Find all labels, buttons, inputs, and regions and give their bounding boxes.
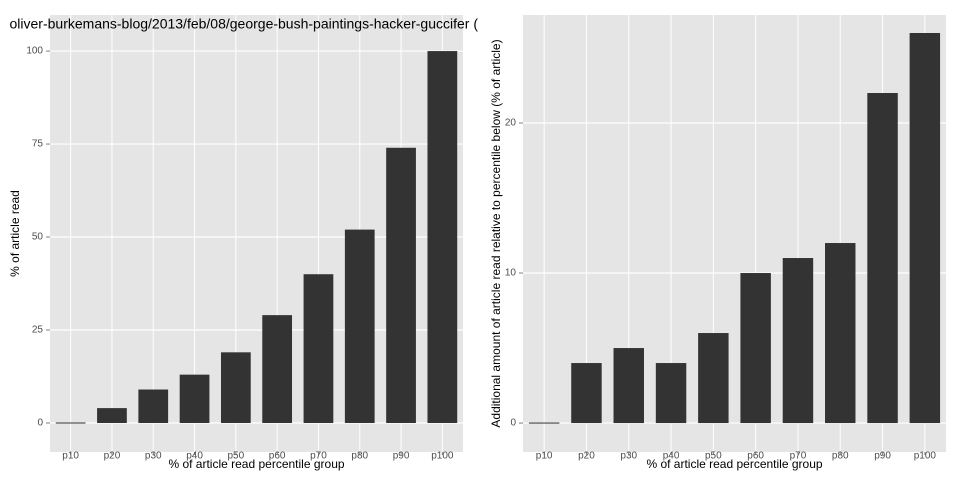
bar xyxy=(740,273,771,424)
bar xyxy=(344,229,375,423)
x-axis-title: % of article read percentile group xyxy=(168,457,344,471)
chart-title: oliver-burkemans-blog/2013/feb/08/george… xyxy=(10,16,479,32)
bar xyxy=(55,422,86,424)
bar xyxy=(528,422,560,424)
y-tick-label: 20 xyxy=(505,118,517,129)
bar xyxy=(571,363,602,424)
y-tick-label: 0 xyxy=(510,418,516,429)
x-tick-label: p70 xyxy=(310,451,327,462)
x-tick-label: p20 xyxy=(104,451,121,462)
bar xyxy=(613,348,644,424)
x-tick-label: p20 xyxy=(578,451,595,462)
x-tick-label: p30 xyxy=(145,451,162,462)
x-tick-label: p30 xyxy=(620,451,637,462)
y-axis-title: % of article read xyxy=(8,190,22,277)
bar xyxy=(303,274,334,423)
bar xyxy=(427,51,458,423)
bar xyxy=(138,389,169,423)
bar xyxy=(909,33,941,424)
y-tick-label: 75 xyxy=(32,139,44,150)
x-tick-label: p60 xyxy=(269,451,286,462)
y-tick-label: 100 xyxy=(26,46,43,57)
bar xyxy=(867,93,898,424)
x-tick-label: p40 xyxy=(663,451,680,462)
bar xyxy=(220,352,251,423)
x-tick-label: p40 xyxy=(186,451,203,462)
x-tick-label: p10 xyxy=(536,451,553,462)
y-tick-label: 25 xyxy=(32,325,44,336)
x-tick-label: p90 xyxy=(874,451,891,462)
bar xyxy=(655,363,687,424)
x-tick-label: p70 xyxy=(790,451,807,462)
x-tick-label: p90 xyxy=(393,451,410,462)
x-tick-label: p10 xyxy=(62,451,79,462)
bar xyxy=(698,333,729,424)
bar xyxy=(97,408,127,423)
y-tick-label: 0 xyxy=(37,418,43,429)
x-tick-label: p50 xyxy=(228,451,245,462)
x-tick-label: p100 xyxy=(431,451,454,462)
bar xyxy=(825,243,856,424)
x-tick-label: p50 xyxy=(705,451,722,462)
x-tick-label: p60 xyxy=(747,451,764,462)
y-axis-title: Additional amount of article read relati… xyxy=(489,39,503,427)
y-tick-label: 10 xyxy=(505,268,517,279)
bar xyxy=(262,315,293,423)
bar xyxy=(179,374,210,423)
bar xyxy=(782,258,814,424)
x-tick-label: p80 xyxy=(351,451,368,462)
bar xyxy=(386,147,416,423)
x-tick-label: p80 xyxy=(832,451,849,462)
x-tick-label: p100 xyxy=(914,451,937,462)
y-tick-label: 50 xyxy=(32,232,44,243)
x-axis-title: % of article read percentile group xyxy=(646,457,822,471)
